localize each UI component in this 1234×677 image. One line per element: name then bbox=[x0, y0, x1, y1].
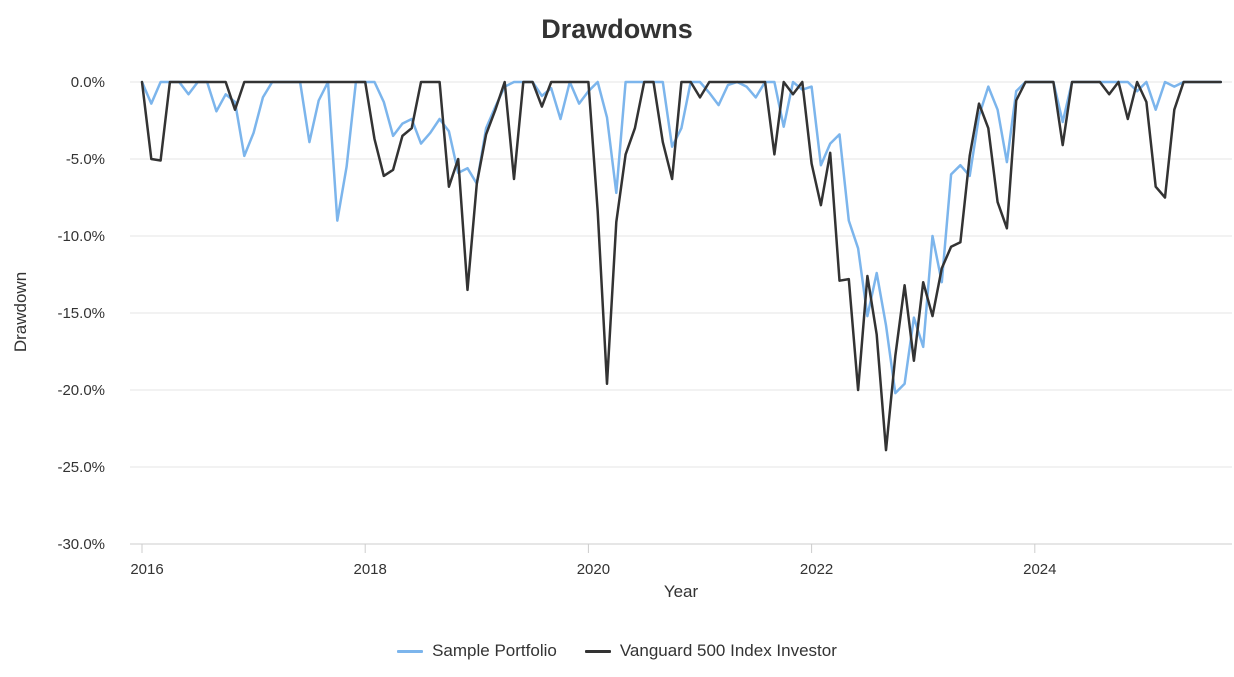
legend-item-vanguard-500[interactable]: Vanguard 500 Index Investor bbox=[584, 641, 837, 661]
y-tick-label: -30.0% bbox=[57, 536, 105, 553]
x-tick-label: 2024 bbox=[1023, 561, 1056, 578]
legend-swatch bbox=[584, 649, 611, 653]
x-tick-label: 2022 bbox=[800, 561, 833, 578]
y-axis-title: Drawdown bbox=[11, 272, 30, 352]
legend-item-sample-portfolio[interactable]: Sample Portfolio bbox=[397, 641, 557, 661]
y-tick-label: -10.0% bbox=[57, 228, 105, 245]
legend-label: Vanguard 500 Index Investor bbox=[619, 641, 837, 660]
x-axis-title: Year bbox=[664, 582, 699, 601]
y-tick-label: 0.0% bbox=[71, 74, 105, 91]
legend-label: Sample Portfolio bbox=[432, 641, 557, 660]
series-line-vanguard-500-index-investor bbox=[140, 80, 1223, 452]
y-tick-label: -5.0% bbox=[66, 151, 105, 168]
series-lines bbox=[140, 80, 1223, 452]
x-tick-label: 2020 bbox=[577, 561, 610, 578]
x-tick-label: 2018 bbox=[354, 561, 387, 578]
legend: Sample Portfolio Vanguard 500 Index Inve… bbox=[0, 641, 1234, 661]
grid-lines bbox=[130, 81, 1232, 545]
chart-title: Drawdowns bbox=[541, 14, 693, 44]
y-tick-label: -15.0% bbox=[57, 305, 105, 322]
series-line-sample-portfolio bbox=[140, 80, 1223, 395]
axes: Year Drawdown 0.0% -5.0% -10.0% -15.0% -20.0… bbox=[11, 74, 1232, 601]
x-tick-label: 2016 bbox=[130, 561, 163, 578]
y-tick-label: -20.0% bbox=[57, 382, 105, 399]
y-tick-label: -25.0% bbox=[57, 459, 105, 476]
legend-swatch bbox=[397, 649, 424, 653]
